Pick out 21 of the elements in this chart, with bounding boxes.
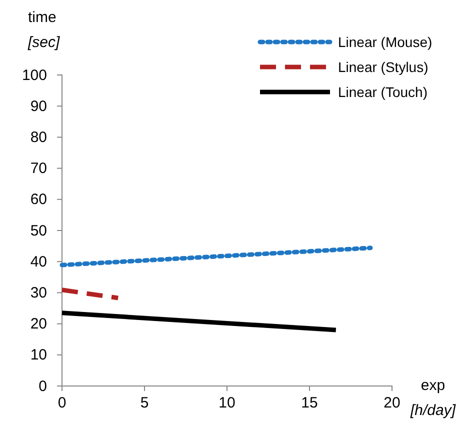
y-axis-title: time [sec] <box>27 9 61 51</box>
y-tick-label: 20 <box>30 316 47 333</box>
x-tick-label: 0 <box>58 394 66 412</box>
legend-label: Linear (Touch) <box>338 84 428 100</box>
y-tick-label: 90 <box>30 98 47 115</box>
y-tick-label: 30 <box>30 284 47 302</box>
y-tick-label: 70 <box>30 160 47 178</box>
y-tick-label: 10 <box>30 346 47 364</box>
y-tick-label: 80 <box>30 129 47 146</box>
legend-label: Linear (Mouse) <box>338 34 432 50</box>
y-tick-label: 40 <box>30 253 47 270</box>
y-tick-label: 60 <box>30 191 47 208</box>
x-axis-title: exp [h/day] <box>409 377 456 419</box>
x-tick-label: 10 <box>218 394 236 412</box>
y-tick-label: 50 <box>30 222 47 240</box>
y-tick-label: 0 <box>38 378 47 395</box>
x-tick-label: 5 <box>140 394 149 412</box>
x-tick-label: 20 <box>384 394 400 412</box>
legend-label: Linear (Stylus) <box>338 59 428 75</box>
y-tick-label: 100 <box>22 66 47 84</box>
x-tick-label: 15 <box>301 394 318 412</box>
